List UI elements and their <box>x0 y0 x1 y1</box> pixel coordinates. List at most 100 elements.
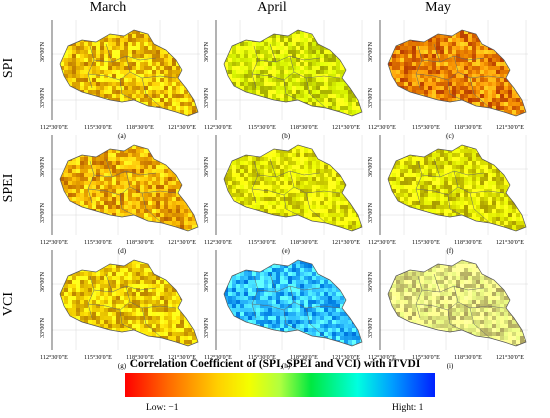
lon-tick-label: 118°30′0″E <box>290 124 318 131</box>
province-boundary <box>469 77 491 109</box>
map-svg: 36°00′N 33°00′N 112°30′0″E 115°30′0″E 118°30… <box>367 20 528 131</box>
map-svg: 36°00′N 33°00′N 112°30′0″E 115°30′0″E 118°30… <box>39 250 200 361</box>
map-panel-vci-march: 36°00′N 33°00′N 112°30′0″E 115°30′0″E 118°30… <box>30 246 200 370</box>
province-boundary <box>283 309 299 331</box>
correlation-raster <box>388 145 526 231</box>
map-panel-spi-march: 36°00′N 33°00′N 112°30′0″E 115°30′0″E 118°30… <box>30 16 200 140</box>
lon-tick-label: 115°30′0″E <box>248 124 276 131</box>
map-panel-spei-april: 36°00′N 33°00′N 112°30′0″E 115°30′0″E 118°30… <box>194 131 364 255</box>
lon-tick-label: 121°30′0″E <box>168 239 196 246</box>
lon-tick-label: 118°30′0″E <box>454 239 482 246</box>
region-outline <box>59 29 199 117</box>
province-boundary <box>469 307 491 339</box>
column-title-march: March <box>89 0 127 15</box>
lon-tick-label: 118°30′0″E <box>126 124 154 131</box>
province-boundary <box>447 194 463 216</box>
province-boundary <box>433 43 441 63</box>
province-boundary <box>305 77 327 109</box>
lon-tick-label: 118°30′0″E <box>290 354 318 361</box>
province-boundary <box>269 273 277 293</box>
lon-tick-label: 112°30′0″E <box>40 354 68 361</box>
region-outline <box>223 29 363 117</box>
lon-tick-label: 112°30′0″E <box>204 239 232 246</box>
map-panel-spei-may: 36°00′N 33°00′N 112°30′0″E 115°30′0″E 118°30… <box>358 131 528 255</box>
row-title-spi: SPI <box>1 57 16 79</box>
panel-caption: (c) <box>446 132 454 140</box>
correlation-raster <box>224 145 362 231</box>
lat-tick-label: 33°00′N <box>39 202 46 223</box>
lon-tick-label: 112°30′0″E <box>40 124 68 131</box>
province-boundary <box>141 192 163 224</box>
panel-caption: (a) <box>118 132 126 140</box>
lon-tick-label: 112°30′0″E <box>368 354 396 361</box>
province-boundary <box>105 273 113 293</box>
province-boundary <box>415 45 423 89</box>
lon-tick-label: 118°30′0″E <box>290 239 318 246</box>
province-boundary <box>447 79 463 101</box>
region-outline <box>387 144 527 232</box>
legend-title: Correlation Coefficient of (SPI, SPEI an… <box>129 358 421 370</box>
lon-tick-label: 112°30′0″E <box>204 124 232 131</box>
map-svg: 36°00′N 33°00′N 112°30′0″E 115°30′0″E 118°30… <box>203 250 364 361</box>
province-boundary <box>87 301 131 311</box>
correlation-raster <box>60 30 198 116</box>
province-boundary <box>251 301 295 311</box>
correlation-raster <box>60 260 198 346</box>
province-boundary <box>141 77 163 109</box>
province-boundary <box>269 158 277 178</box>
map-svg: 36°00′N 33°00′N 112°30′0″E 115°30′0″E 118°30… <box>367 250 528 361</box>
lon-tick-label: 118°30′0″E <box>454 124 482 131</box>
lon-tick-label: 115°30′0″E <box>84 124 112 131</box>
lat-tick-label: 36°00′N <box>39 156 46 177</box>
row-title-spei: SPEI <box>1 173 16 203</box>
province-boundary <box>119 194 135 216</box>
legend-color-bar <box>125 373 435 397</box>
province-boundary <box>251 160 259 204</box>
map-svg: 36°00′N 33°00′N 112°30′0″E 115°30′0″E 118°30… <box>367 135 528 246</box>
province-boundary <box>305 192 327 224</box>
lon-tick-label: 115°30′0″E <box>412 124 440 131</box>
map-svg: 36°00′N 33°00′N 112°30′0″E 115°30′0″E 118°30… <box>203 20 364 131</box>
province-boundary <box>283 79 299 101</box>
lat-tick-label: 33°00′N <box>39 317 46 338</box>
panel-caption: (g) <box>117 362 127 370</box>
province-boundary <box>305 307 327 339</box>
region-outline <box>387 29 527 117</box>
province-boundary <box>251 275 259 319</box>
region-outline <box>223 144 363 232</box>
map-svg: 36°00′N 33°00′N 112°30′0″E 115°30′0″E 118°30… <box>203 135 364 246</box>
lon-tick-label: 115°30′0″E <box>412 239 440 246</box>
province-boundary <box>87 186 131 196</box>
region-outline <box>59 144 199 232</box>
lat-tick-label: 36°00′N <box>203 271 210 292</box>
column-title-april: April <box>257 0 287 15</box>
lon-tick-label: 121°30′0″E <box>168 124 196 131</box>
province-boundary <box>415 186 459 196</box>
lat-tick-label: 33°00′N <box>39 87 46 108</box>
lon-tick-label: 115°30′0″E <box>412 354 440 361</box>
map-panel-vci-may: 36°00′N 33°00′N 112°30′0″E 115°30′0″E 118°30… <box>358 246 528 370</box>
map-panel-vci-april: 36°00′N 33°00′N 112°30′0″E 115°30′0″E 118°30… <box>194 246 364 370</box>
province-boundary <box>87 71 131 81</box>
lon-tick-label: 121°30′0″E <box>496 124 524 131</box>
lon-tick-label: 118°30′0″E <box>454 354 482 361</box>
panel-caption: (i) <box>446 362 454 370</box>
lon-tick-label: 118°30′0″E <box>126 354 154 361</box>
correlation-raster <box>224 30 362 116</box>
map-panel-spi-may: 36°00′N 33°00′N 112°30′0″E 115°30′0″E 118°30… <box>358 16 528 140</box>
province-boundary <box>251 45 259 89</box>
lat-tick-label: 33°00′N <box>367 87 374 108</box>
lat-tick-label: 33°00′N <box>203 202 210 223</box>
lat-tick-label: 36°00′N <box>203 41 210 62</box>
correlation-raster <box>388 260 526 346</box>
province-boundary <box>415 160 423 204</box>
lon-tick-label: 118°30′0″E <box>126 239 154 246</box>
panel-caption: (h) <box>281 362 291 370</box>
lat-tick-label: 33°00′N <box>367 202 374 223</box>
lat-tick-label: 33°00′N <box>203 87 210 108</box>
lon-tick-label: 121°30′0″E <box>496 354 524 361</box>
province-boundary <box>119 309 135 331</box>
lon-tick-label: 112°30′0″E <box>204 354 232 361</box>
legend-high-label: Hight: 1 <box>392 403 424 413</box>
column-title-may: May <box>425 0 451 15</box>
